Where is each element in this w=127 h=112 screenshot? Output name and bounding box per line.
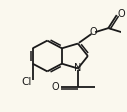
Text: O: O (117, 9, 125, 19)
Text: Cl: Cl (21, 77, 31, 87)
Text: O: O (89, 27, 97, 37)
Text: N: N (74, 64, 82, 73)
Text: O: O (51, 82, 59, 92)
